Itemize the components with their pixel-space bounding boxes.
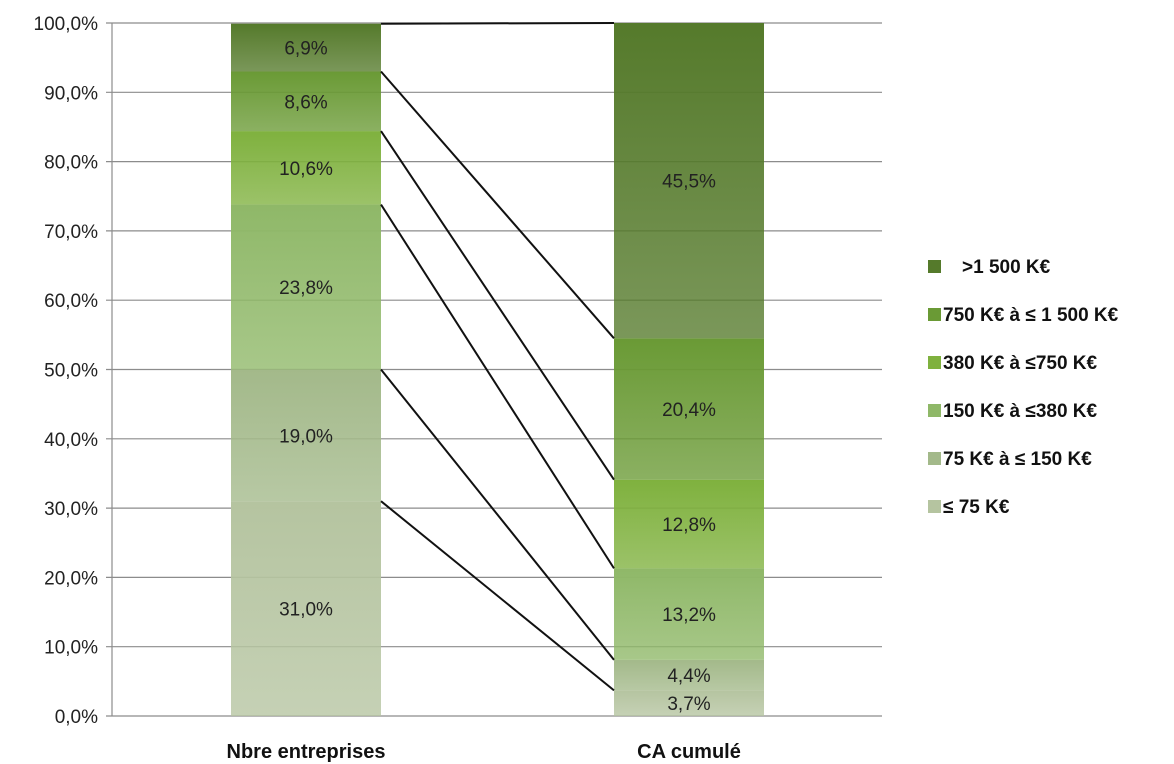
legend: >1 500 K€ 750 K€ à ≤ 1 500 K€ 380 K€ à ≤75…	[928, 257, 1119, 518]
x-category-label: Nbre entreprises	[227, 741, 386, 763]
legend-label: ≤ 75 K€	[943, 497, 1010, 518]
gridlines	[106, 22, 882, 717]
bar-segment	[614, 23, 764, 339]
y-tick-label: 100,0%	[34, 14, 99, 35]
segment-labels: 31,0% 19,0% 23,8% 10,6% 8,6% 6,9% 3,7% 4,4% 13,2…	[279, 39, 716, 716]
y-axis: 0,0% 10,0% 20,0% 30,0% 40,0% 50,0% 60,0% 70,0% 8…	[34, 14, 113, 728]
bar-segment	[231, 369, 381, 502]
data-label: 8,6%	[284, 92, 327, 113]
legend-label: >1 500 K€	[962, 257, 1051, 278]
data-label: 20,4%	[662, 400, 716, 421]
bar-segment	[614, 568, 764, 660]
data-label: 13,2%	[662, 605, 716, 626]
data-label: 6,9%	[284, 39, 327, 60]
y-tick-label: 20,0%	[44, 568, 98, 589]
y-tick-label: 80,0%	[44, 153, 98, 174]
y-tick-label: 10,0%	[44, 638, 98, 659]
legend-swatch	[928, 356, 941, 369]
legend-label: 150 K€ à ≤380 K€	[943, 401, 1098, 422]
series-line	[380, 130, 615, 481]
series-connector-lines	[380, 22, 615, 692]
y-tick-label: 50,0%	[44, 361, 98, 382]
y-tick-label: 60,0%	[44, 291, 98, 312]
data-label: 19,0%	[279, 426, 333, 447]
y-tick-label: 40,0%	[44, 430, 98, 451]
y-tick-label: 90,0%	[44, 83, 98, 104]
legend-swatch	[928, 500, 941, 513]
y-tick-label: 0,0%	[55, 707, 98, 728]
legend-label: 380 K€ à ≤750 K€	[943, 353, 1098, 374]
x-axis: Nbre entreprises CA cumulé	[227, 741, 741, 763]
data-label: 45,5%	[662, 172, 716, 193]
bar-segment	[231, 501, 381, 716]
y-tick-label: 70,0%	[44, 222, 98, 243]
bar-segment	[614, 690, 764, 716]
bar-segment	[231, 131, 381, 205]
legend-label: 750 K€ à ≤ 1 500 K€	[943, 305, 1119, 326]
series-line	[380, 500, 615, 692]
x-category-label: CA cumulé	[637, 741, 741, 763]
data-label: 12,8%	[662, 515, 716, 536]
bar-segment	[231, 23, 381, 72]
bar-segment	[614, 338, 764, 480]
legend-swatch	[928, 308, 941, 321]
bar-segment	[231, 204, 381, 370]
series-line	[380, 204, 615, 569]
series-line	[380, 22, 615, 25]
data-label: 4,4%	[667, 666, 710, 687]
bar-segment	[614, 479, 764, 569]
y-tick-label: 30,0%	[44, 499, 98, 520]
legend-swatch	[928, 452, 941, 465]
bar-segment	[614, 659, 764, 691]
series-line	[380, 70, 615, 339]
legend-swatch	[928, 404, 941, 417]
legend-label: 75 K€ à ≤ 150 K€	[943, 449, 1092, 470]
data-label: 3,7%	[667, 694, 710, 715]
bar-segment	[231, 71, 381, 132]
legend-swatch	[928, 260, 941, 273]
data-label: 10,6%	[279, 159, 333, 180]
data-label: 31,0%	[279, 600, 333, 621]
data-label: 23,8%	[279, 278, 333, 299]
bars	[231, 23, 764, 716]
series-line	[380, 368, 615, 661]
